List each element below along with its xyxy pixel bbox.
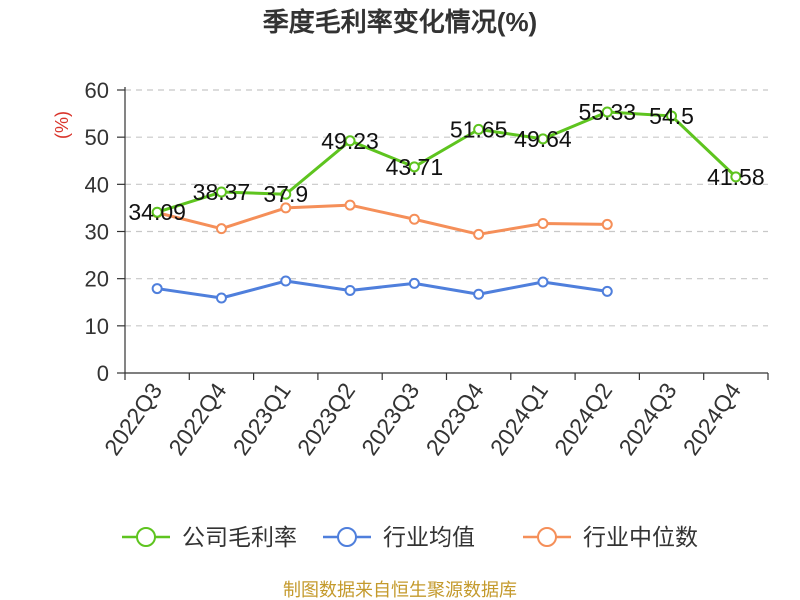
data-label: 49.23	[321, 128, 379, 154]
data-point[interactable]	[215, 186, 227, 198]
legend-item-2[interactable]: 行业中位数	[523, 524, 698, 550]
data-point[interactable]	[730, 171, 742, 183]
legend: 公司毛利率 行业均值 行业中位数	[122, 524, 698, 550]
data-point[interactable]	[537, 276, 549, 288]
data-label: 55.33	[578, 99, 636, 125]
data-point[interactable]	[344, 284, 356, 296]
data-point[interactable]	[473, 123, 485, 135]
gridlines	[125, 89, 768, 327]
data-point[interactable]	[151, 206, 163, 218]
data-point[interactable]	[601, 285, 613, 297]
series-0	[151, 106, 742, 218]
legend-label: 行业中位数	[583, 524, 698, 550]
data-label: 43.71	[386, 154, 444, 180]
data-point[interactable]	[537, 217, 549, 229]
data-point[interactable]	[666, 110, 678, 122]
series-line	[155, 110, 738, 214]
y-axis-label: (%)	[52, 111, 72, 139]
legend-circle-icon	[337, 527, 357, 547]
data-point[interactable]	[408, 213, 420, 225]
data-point[interactable]	[537, 133, 549, 145]
data-point[interactable]	[473, 288, 485, 300]
footer-source: 制图数据来自恒生聚源数据库	[283, 580, 517, 600]
series-1	[151, 275, 613, 304]
y-tick-label: 60	[85, 78, 109, 103]
data-point[interactable]	[601, 218, 613, 230]
y-tick-label: 0	[97, 361, 109, 386]
data-point[interactable]	[344, 135, 356, 147]
data-label: 49.64	[514, 126, 572, 152]
data-point[interactable]	[151, 283, 163, 295]
series-lines	[151, 106, 742, 304]
chart-title: 季度毛利率变化情况(%)	[263, 7, 537, 37]
series-line	[155, 203, 609, 236]
y-tick-label: 10	[85, 314, 109, 339]
legend-item-1[interactable]: 行业均值	[323, 524, 475, 550]
data-label: 51.65	[450, 116, 508, 142]
data-point[interactable]	[601, 106, 613, 118]
legend-item-0[interactable]: 公司毛利率	[122, 524, 297, 550]
data-point[interactable]	[280, 275, 292, 287]
y-tick-label: 40	[85, 172, 109, 197]
data-point[interactable]	[408, 161, 420, 173]
data-point[interactable]	[408, 277, 420, 289]
data-point[interactable]	[215, 223, 227, 235]
legend-circle-icon	[537, 527, 557, 547]
y-tick-label: 50	[85, 125, 109, 150]
legend-circle-icon	[136, 527, 156, 547]
series-line	[155, 279, 609, 300]
data-point[interactable]	[280, 202, 292, 214]
y-tick-label: 20	[85, 267, 109, 292]
data-label: 41.58	[707, 164, 765, 190]
data-point[interactable]	[280, 188, 292, 200]
legend-label: 行业均值	[383, 524, 475, 550]
data-point[interactable]	[215, 292, 227, 304]
data-label: 54.5	[649, 103, 694, 129]
data-label: 37.9	[263, 181, 308, 207]
data-label: 38.37	[193, 179, 251, 205]
legend-label: 公司毛利率	[182, 524, 297, 550]
data-label: 34.09	[128, 199, 186, 225]
data-point[interactable]	[344, 199, 356, 211]
data-point[interactable]	[473, 228, 485, 240]
y-tick-label: 30	[85, 220, 109, 245]
